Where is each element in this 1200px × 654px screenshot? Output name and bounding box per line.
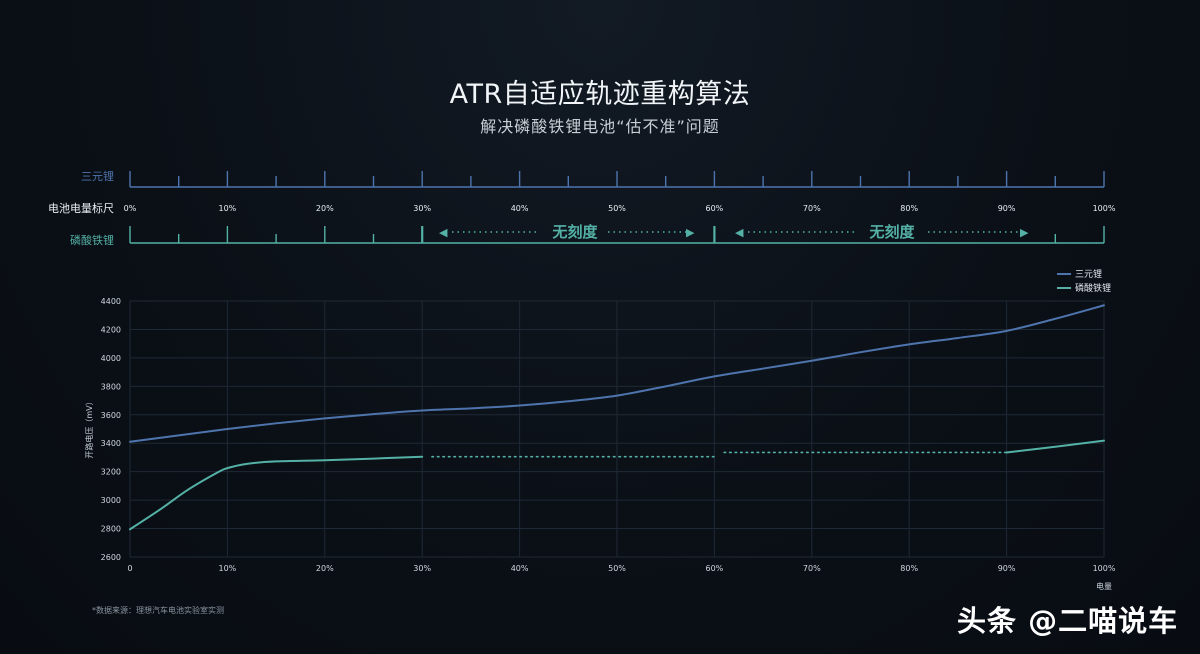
no-scale-arrow-right-icon: ▶ [686,226,695,239]
no-scale-arrow-left-icon: ◀ [439,226,448,239]
battery-scale-ruler: 三元锂 电池电量标尺 磷酸铁锂 0% 10% 20% 30% 40% 50% 60% 70% 8… [48,169,1116,247]
ruler-tick-label: 10% [219,204,237,213]
ruler-tick-label: 60% [706,204,724,213]
x-tick-label: 50% [608,564,626,573]
x-tick-label: 70% [803,564,821,573]
series-line-lfp [129,455,424,531]
no-scale-label-1: 无刻度 [551,223,598,241]
no-scale-label-2: 无刻度 [868,223,915,241]
y-tick-label: 3400 [101,439,121,448]
ruler-label-ternary: 三元锂 [81,169,114,183]
ruler-tick-labels: 0% 10% 20% 30% 40% 50% 60% 70% 80% 90% 100% [124,204,1116,213]
x-tick-label: 80% [900,564,918,573]
y-tick-label: 4200 [101,325,121,334]
ruler-tick-label: 30% [413,204,431,213]
x-tick-label: 0 [127,564,132,573]
ruler-lfp-bar [129,226,1105,244]
watermark: 头条 @二喵说车 [957,604,1179,638]
x-tick-label: 30% [413,564,431,573]
ruler-tick-label: 20% [316,204,334,213]
no-scale-zone-1: ◀ 无刻度 ▶ [439,223,695,241]
x-tick-label: 100% [1093,564,1116,573]
y-tick-label: 3200 [101,468,121,477]
no-scale-arrow-right-icon: ▶ [1020,226,1029,239]
ruler-label-scale: 电池电量标尺 [48,201,114,215]
ruler-tick-label: 90% [998,204,1016,213]
x-tick-label: 20% [316,564,334,573]
no-scale-zone-2: ◀ 无刻度 ▶ [735,223,1029,241]
series-line-lfp [1005,439,1105,454]
ruler-tick-label: 40% [511,204,529,213]
ruler-tick-label: 50% [608,204,626,213]
legend-label-lfp: 磷酸铁锂 [1075,282,1111,294]
y-tick-label: 3800 [101,382,121,391]
series-line-ternary [129,304,1105,443]
y-tick-label: 2600 [101,553,121,562]
data-source-footnote: *数据来源：理想汽车电池实验室实测 [92,606,224,615]
chart-series [129,304,1105,531]
ruler-tick-label: 80% [900,204,918,213]
page-subtitle: 解决磷酸铁锂电池“估不准”问题 [480,117,720,136]
y-tick-label: 2800 [101,525,121,534]
x-tick-label: 90% [998,564,1016,573]
y-axis-title: 开路电压（mV） [84,397,94,458]
chart-grid [129,300,1105,558]
y-tick-label: 3000 [101,496,121,505]
ruler-ternary-bar [129,171,1105,188]
ruler-tick-label: 0% [124,204,137,213]
y-axis-ticks: 2600 2800 3000 3200 3400 3600 3800 4000 4200 4400 [101,297,121,562]
no-scale-arrow-left-icon: ◀ [735,226,744,239]
y-tick-label: 3600 [101,411,121,420]
ruler-label-lfp: 磷酸铁锂 [70,233,114,247]
page-title: ATR自适应轨迹重构算法 [449,79,751,110]
x-axis-ticks: 0 10% 20% 30% 40% 50% 60% 70% 80% 90% 100% [127,564,1115,573]
x-tick-label: 60% [706,564,724,573]
x-tick-label: 10% [219,564,237,573]
ocv-line-chart: 2600 2800 3000 3200 3400 3600 3800 4000 4200 4400… [84,268,1116,591]
x-tick-label: 40% [511,564,529,573]
ruler-tick-label: 100% [1093,204,1116,213]
y-tick-label: 4000 [101,354,121,363]
ruler-tick-label: 70% [803,204,821,213]
legend-label-ternary: 三元锂 [1075,268,1102,280]
y-tick-label: 4400 [101,297,121,306]
x-axis-title: 电量 [1096,581,1112,591]
chart-legend: 三元锂 磷酸铁锂 [1057,268,1111,294]
